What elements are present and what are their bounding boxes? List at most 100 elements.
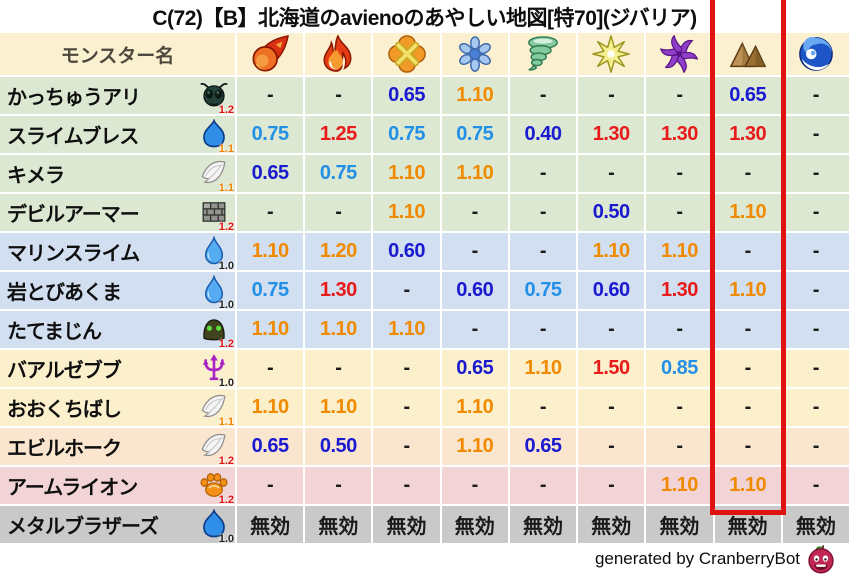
resist-cell: -: [373, 389, 440, 426]
family-weight: 1.2: [218, 493, 234, 505]
resist-cell: -: [237, 194, 304, 231]
resist-cell: -: [578, 155, 645, 192]
resist-cell: -: [509, 77, 577, 114]
resist-cell: -: [646, 311, 713, 348]
resist-cell: -: [646, 155, 713, 192]
monster-name-cell: スライムブレス 1.1: [0, 116, 235, 153]
resist-cell: -: [237, 350, 304, 387]
cranberry-mascot-icon: [805, 543, 837, 575]
resist-cell: -: [782, 155, 849, 192]
bug-icon: 1.2: [196, 79, 234, 115]
slime-icon: 1.0: [196, 508, 234, 544]
resist-cell: -: [578, 311, 645, 348]
element-header-light: [578, 33, 645, 75]
resist-cell: 1.10: [509, 350, 577, 387]
resist-cell: -: [578, 467, 645, 504]
drop-icon: 1.0: [196, 235, 234, 270]
element-header-flame: [305, 33, 372, 75]
mountain-icon: [729, 35, 767, 73]
family-weight: 1.2: [218, 337, 234, 349]
family-weight: 1.0: [218, 532, 234, 544]
resist-cell: 0.65: [237, 428, 304, 465]
resistance-table: モンスター名 かっちゅうアリ 1.2- -0.65 1.10- - -0.65- スライムブレ…: [0, 33, 849, 543]
resist-cell: -: [782, 428, 849, 465]
resist-cell: -: [782, 272, 849, 309]
family-weight: 1.2: [218, 103, 234, 115]
resist-cell: -: [305, 77, 372, 114]
resist-cell: 1.10: [646, 467, 713, 504]
resist-cell: -: [578, 77, 645, 114]
monster-name-header: モンスター名: [0, 33, 235, 75]
snowflake-icon: [456, 35, 494, 73]
resist-cell: 0.65: [714, 77, 781, 114]
io-burst-icon: [387, 35, 426, 73]
footer: generated by CranberryBot: [595, 543, 837, 575]
element-header-fire: [237, 33, 304, 75]
resist-cell: 1.10: [305, 311, 372, 348]
flame-icon: [319, 35, 357, 73]
monster-name-cell: 岩とびあくま 1.0: [0, 272, 235, 309]
resist-cell: 1.30: [578, 116, 645, 153]
resist-cell: 1.10: [373, 311, 440, 348]
pinwheel-icon: [660, 35, 699, 73]
resist-cell: -: [714, 389, 781, 426]
monster-name: スライムブレス: [7, 126, 139, 148]
slime-icon: 1.1: [196, 118, 234, 153]
resist-cell: 1.10: [714, 272, 781, 309]
footer-credit: generated by CranberryBot: [594, 549, 800, 568]
monster-name: おおくちばし: [7, 399, 122, 421]
resist-cell: 1.10: [373, 155, 440, 192]
monster-name-cell: メタルブラザーズ 1.0: [0, 506, 235, 543]
resist-cell: 0.50: [305, 428, 372, 465]
resist-cell: -: [782, 389, 849, 426]
monster-name: マリンスライム: [7, 243, 140, 265]
resist-cell: -: [509, 467, 577, 504]
resist-cell: 0.60: [373, 233, 440, 270]
resist-cell: -: [305, 350, 372, 387]
element-header-earth: [714, 33, 781, 75]
wave-icon: [797, 35, 835, 73]
resist-cell: -: [237, 77, 304, 114]
monster-name: 岩とびあくま: [7, 282, 122, 304]
spark-icon: [592, 35, 630, 73]
resist-cell: -: [373, 350, 440, 387]
resist-cell: -: [509, 311, 577, 348]
resist-cell: 0.40: [509, 116, 577, 153]
wing-icon: 1.1: [196, 157, 234, 192]
monster-name-cell: かっちゅうアリ 1.2: [0, 77, 235, 114]
tornado-icon: [524, 35, 562, 73]
resist-cell: -: [714, 233, 781, 270]
resist-cell: 無効: [237, 506, 304, 543]
resist-cell: -: [509, 194, 577, 231]
resist-cell: -: [646, 77, 713, 114]
monster-name: キメラ: [7, 165, 65, 187]
resist-cell: -: [782, 194, 849, 231]
resist-cell: 無効: [714, 506, 781, 543]
resist-cell: -: [646, 389, 713, 426]
resist-cell: -: [509, 389, 577, 426]
resist-cell: 0.60: [578, 272, 645, 309]
resist-cell: 0.65: [509, 428, 577, 465]
monster-name-cell: マリンスライム 1.0: [0, 233, 235, 270]
resist-cell: -: [782, 116, 849, 153]
trident-icon: 1.0: [196, 352, 234, 388]
resist-cell: 無効: [509, 506, 577, 543]
wing-icon: 1.2: [196, 430, 234, 465]
resist-cell: 無効: [782, 506, 849, 543]
resist-cell: 1.30: [714, 116, 781, 153]
resist-cell: 1.10: [714, 194, 781, 231]
resist-cell: -: [441, 194, 508, 231]
resist-cell: 無効: [305, 506, 372, 543]
resist-cell: 0.85: [646, 350, 713, 387]
family-weight: 1.0: [218, 376, 234, 388]
resist-cell: 1.10: [237, 233, 304, 270]
resist-cell: 1.10: [441, 77, 508, 114]
resist-cell: 0.65: [441, 350, 508, 387]
monster-name-cell: キメラ 1.1: [0, 155, 235, 192]
paw-icon: 1.2: [196, 469, 234, 505]
resist-cell: -: [714, 350, 781, 387]
monster-name-cell: バアルゼブブ 1.0: [0, 350, 235, 387]
drop-icon: 1.0: [196, 274, 234, 309]
resist-cell: -: [782, 311, 849, 348]
